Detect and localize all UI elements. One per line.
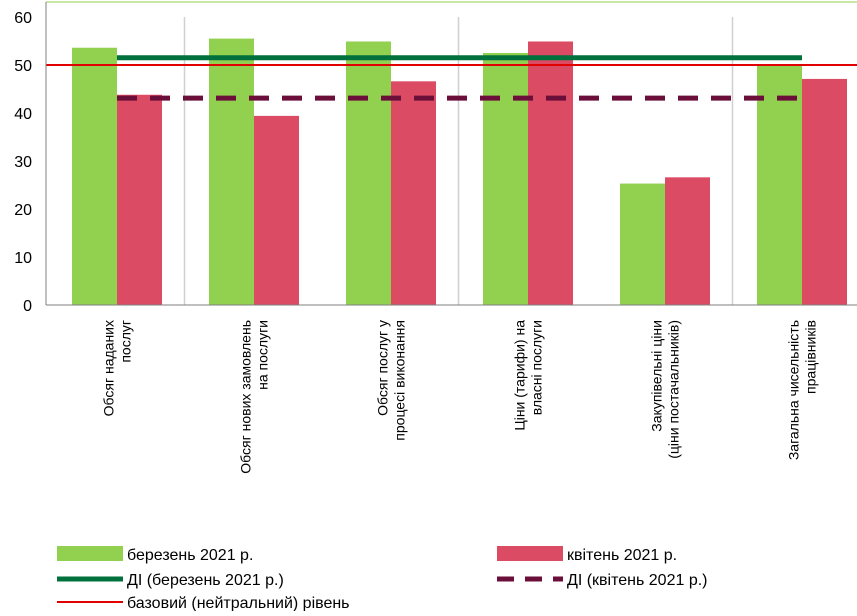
x-tick-label-line: працівників — [803, 320, 819, 394]
bars-layer — [72, 38, 847, 305]
x-tick-label-line: процесі виконання — [392, 320, 408, 441]
legend-march: березень 2021 р. — [57, 546, 253, 564]
x-tick-label-line: послуг — [118, 320, 134, 363]
grid-layer — [46, 1, 857, 305]
legend-baseline: базовий (нейтральний) рівень — [57, 595, 350, 612]
x-tick-label-5: Загальна чисельність працівників — [786, 320, 819, 460]
bar-april-3 — [528, 41, 573, 305]
bar-march-1 — [209, 38, 254, 305]
y-tick-label: 40 — [14, 106, 32, 123]
legend-march-label: березень 2021 р. — [127, 547, 253, 564]
legend-di-april-label: ДІ (квітень 2021 р.) — [567, 572, 707, 589]
x-tick-label-line: (ціни постачальників) — [666, 320, 682, 459]
y-tick-label: 30 — [14, 154, 32, 171]
bar-march-3 — [483, 53, 528, 305]
legend-baseline-label: базовий (нейтральний) рівень — [127, 595, 350, 611]
bar-march-2 — [346, 41, 391, 305]
legend-di-march-label: ДІ (березень 2021 р.) — [127, 572, 284, 589]
x-tick-label-4: Закупівельні ціни (ціни постачальників) — [649, 320, 682, 459]
x-tick-label-line: власні послуги — [529, 320, 545, 415]
x-tick-label-1: Обсяг нових замовлень на послуги — [238, 320, 271, 474]
bar-march-5 — [757, 65, 802, 305]
y-tick-label: 20 — [14, 202, 32, 219]
legend-april-label: квітень 2021 р. — [567, 547, 677, 564]
x-tick-label-line: Закупівельні ціни — [649, 320, 665, 432]
legend-march-swatch — [57, 546, 123, 561]
lines-layer — [46, 55, 857, 101]
x-tick-label-3: Ціни (тарифи) на власні послуги — [512, 320, 545, 431]
legend: березень 2021 р. квітень 2021 р. ДІ (берез… — [57, 546, 707, 612]
y-tick-label: 0 — [23, 298, 32, 315]
y-tick-label: 10 — [14, 250, 32, 267]
axis-layer: 0 10 20 30 40 50 60 Обсяг наданих послуг Обсяг но… — [14, 2, 857, 474]
x-tick-label-0: Обсяг наданих послуг — [101, 320, 134, 416]
x-tick-label-line: Обсяг нових замовлень — [238, 320, 254, 474]
legend-di-april: ДІ (квітень 2021 р.) — [497, 572, 707, 589]
bar-april-4 — [665, 177, 710, 305]
legend-april: квітень 2021 р. — [497, 546, 677, 564]
bar-april-1 — [254, 115, 299, 305]
bar-march-4 — [620, 183, 665, 305]
bar-march-0 — [72, 47, 117, 305]
x-tick-label-line: Обсяг наданих — [101, 320, 117, 416]
x-tick-label-line: на послуги — [255, 320, 271, 390]
x-tick-label-line: Обсяг послуг у — [375, 320, 391, 416]
x-tick-label-line: Ціни (тарифи) на — [512, 320, 528, 431]
legend-april-swatch — [497, 546, 563, 561]
x-tick-label-line: Загальна чисельність — [786, 320, 802, 460]
bar-april-2 — [391, 81, 436, 305]
y-tick-label: 60 — [14, 10, 32, 27]
bar-april-5 — [802, 78, 847, 305]
legend-di-march: ДІ (березень 2021 р.) — [57, 572, 284, 589]
bar-april-0 — [117, 94, 162, 305]
x-tick-label-2: Обсяг послуг у процесі виконання — [375, 320, 408, 441]
y-tick-label: 50 — [14, 58, 32, 75]
